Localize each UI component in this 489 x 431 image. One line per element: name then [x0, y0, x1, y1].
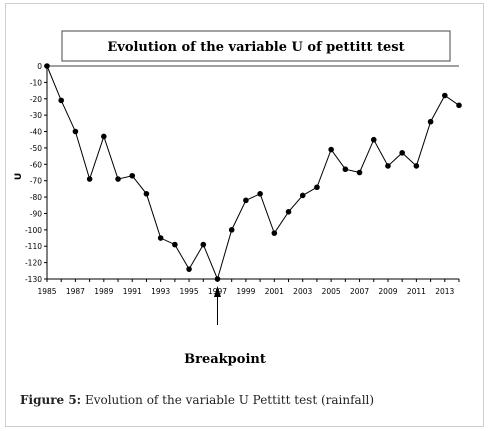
x-tick-label: 1991 [123, 287, 142, 296]
y-tick-label: -40 [30, 128, 42, 137]
figure-caption: Figure 5: Evolution of the variable U Pe… [20, 393, 374, 407]
data-point [285, 209, 292, 215]
y-tick-label: -10 [30, 78, 42, 87]
data-point [370, 136, 377, 143]
data-point [385, 163, 391, 169]
caption-label: Figure 5: [20, 393, 82, 407]
x-tick-label: 2001 [265, 287, 284, 296]
x-tick-label: 1995 [180, 287, 199, 296]
data-point [129, 172, 136, 179]
breakpoint-annotation: Breakpoint [184, 286, 266, 367]
data-point [200, 241, 207, 248]
y-tick-label: -50 [30, 144, 42, 153]
data-point [86, 176, 93, 182]
data-point [101, 133, 107, 140]
y-tick-label: -110 [25, 242, 42, 251]
y-tick-label: -130 [25, 275, 42, 284]
data-point [214, 276, 221, 282]
data-point [157, 235, 164, 241]
data-point [356, 169, 363, 176]
data-point [44, 63, 50, 69]
data-point [228, 227, 235, 233]
data-point [314, 184, 320, 191]
data-point [413, 163, 420, 169]
data-point [427, 118, 434, 125]
y-axis-label: U [14, 173, 24, 180]
y-tick-label: -100 [25, 226, 42, 235]
x-tick-label: 2007 [350, 287, 369, 296]
y-tick-label: -30 [30, 111, 42, 120]
series-line [46, 65, 460, 281]
data-point [58, 97, 65, 104]
y-tick-label: -60 [30, 160, 42, 169]
y-tick-label: -90 [30, 209, 42, 218]
title-box-group: Evolution of the variable U of pettitt t… [61, 30, 451, 62]
ticks: 0 -10 -20 -30 -40 -50 -60 -70 -80 -90 -100 -110 -120… [25, 62, 460, 296]
caption-text: Evolution of the variable U Pettitt test… [84, 393, 375, 407]
figure-frame [5, 3, 484, 427]
data-point [342, 166, 349, 173]
data-point [257, 191, 263, 197]
x-tick-label: 1985 [37, 287, 56, 296]
data-point [72, 128, 79, 135]
data-point [186, 266, 192, 272]
data-point [143, 191, 150, 197]
data-point [456, 102, 462, 109]
x-tick-label: 1989 [94, 287, 113, 296]
chart-title: Evolution of the variable U of pettitt t… [107, 40, 404, 55]
x-tick-label: 2011 [407, 287, 426, 296]
y-tick-label: -120 [25, 259, 42, 268]
x-tick-label: 2009 [378, 287, 397, 296]
data-point [441, 92, 448, 99]
x-tick-label: 2005 [322, 287, 341, 296]
y-tick-label: -20 [30, 95, 42, 104]
y-tick-label: 0 [37, 62, 42, 71]
x-tick-label: 2013 [435, 287, 454, 296]
x-tick-label: 2003 [293, 287, 312, 296]
data-point [399, 150, 405, 156]
data-point [328, 146, 334, 153]
series [44, 63, 462, 282]
data-point [172, 241, 178, 248]
data-point [271, 230, 278, 236]
breakpoint-label: Breakpoint [184, 352, 266, 367]
axes: U [14, 65, 459, 280]
data-point [243, 197, 249, 204]
x-tick-label: 1999 [236, 287, 255, 296]
y-tick-label: -80 [30, 193, 42, 202]
title-box [61, 30, 451, 62]
breakpoint-arrow-head [213, 286, 221, 297]
x-tick-label: 1987 [66, 287, 85, 296]
data-point [115, 176, 121, 182]
x-tick-label: 1993 [151, 287, 170, 296]
y-tick-label: -70 [30, 177, 42, 186]
data-point [299, 192, 306, 199]
